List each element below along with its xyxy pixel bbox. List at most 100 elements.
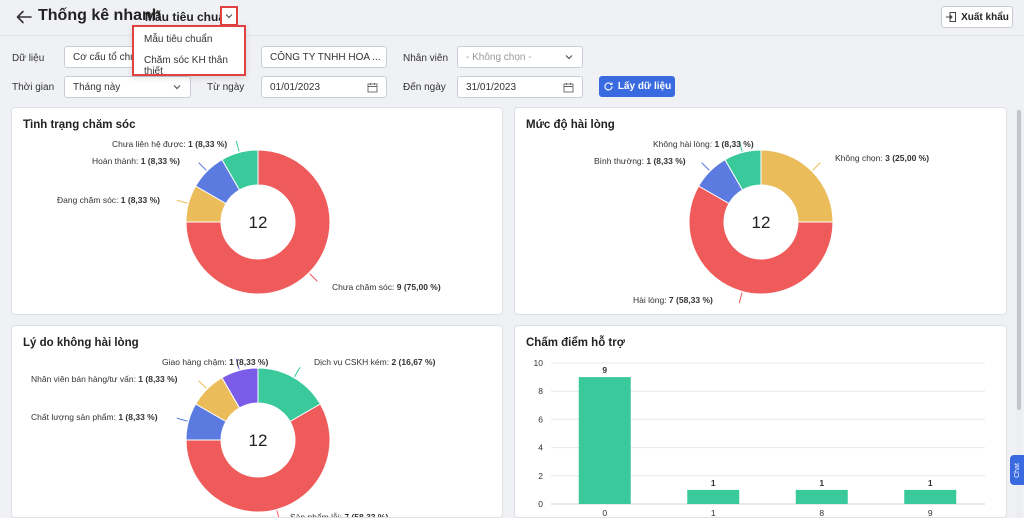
card-title: Mức độ hài lòng: [526, 119, 615, 131]
from-date-input[interactable]: 01/01/2023: [261, 76, 387, 98]
export-icon: [946, 12, 957, 22]
time-label: Thời gian: [12, 82, 55, 93]
card-title: Tình trạng chăm sóc: [23, 119, 136, 131]
slice-label: Giao hàng chậm: 1 (8,33 %): [162, 357, 268, 367]
slice-label: Hoàn thành: 1 (8,33 %): [92, 156, 180, 166]
chevron-down-icon: [225, 14, 233, 19]
slice-label: Nhân viên bán hàng/tư vấn: 1 (8,33 %): [31, 374, 178, 384]
bar[interactable]: [904, 489, 957, 504]
slice-label: Chưa liên hệ được: 1 (8,33 %): [112, 139, 227, 149]
slice-leader-line: [812, 162, 821, 171]
slice-leader-line: [294, 367, 301, 378]
page-title: Thống kê nhanh: [38, 7, 162, 24]
dissatisfaction-reason-card: Lý do không hài lòng Dịch vụ CSKH kém: 2…: [11, 325, 503, 518]
slice-leader-line: [176, 417, 188, 422]
export-button[interactable]: Xuất khẩu: [941, 6, 1013, 28]
to-date-value: 31/01/2023: [466, 81, 517, 93]
donut-hole: [221, 403, 295, 477]
company-select[interactable]: CÔNG TY TNHH HOA ...: [261, 46, 387, 68]
chat-tab[interactable]: Chat: [1010, 455, 1024, 485]
dropdown-option-standard[interactable]: Mẫu tiêu chuẩn: [144, 34, 213, 45]
slice-label: Dịch vụ CSKH kém: 2 (16,67 %): [314, 357, 436, 367]
donut-center-total: 12: [752, 213, 771, 232]
dissatisfaction-donut-chart: Dịch vụ CSKH kém: 2 (16,67 %) Sản phẩm lỗ…: [31, 357, 436, 518]
to-date-label: Đến ngày: [403, 82, 446, 93]
card-title: Chấm điểm hỗ trợ: [526, 337, 625, 349]
slice-label: Sản phẩm lỗi: 7 (58,33 %): [290, 512, 388, 518]
slice-label: Chất lượng sản phẩm: 1 (8,33 %): [31, 412, 158, 422]
x-tick-label: 9: [928, 508, 933, 518]
slice-label: Hài lòng: 7 (58,33 %): [633, 295, 713, 305]
y-tick-label: 6: [538, 414, 543, 424]
company-value: CÔNG TY TNHH HOA ...: [270, 51, 381, 63]
slice-label: Không hài lòng: 1 (8,33 %): [653, 139, 754, 149]
support-score-bar-chart: 0 2 4 6 8 10 9 0 1 1 1 8 1 9: [534, 358, 985, 518]
refresh-icon: [604, 82, 613, 91]
bar-value-label: 1: [928, 478, 933, 488]
to-date-input[interactable]: 31/01/2023: [457, 76, 583, 98]
slice-leader-line: [738, 292, 743, 304]
chevron-down-icon: [565, 55, 573, 60]
template-dropdown-menu: Mẫu tiêu chuẩn Chăm sóc KH thân thiết: [132, 25, 246, 77]
data-source-select[interactable]: Cơ cấu tổ chức: [64, 46, 136, 68]
scrollbar-thumb[interactable]: [1017, 110, 1021, 410]
donut-hole: [724, 185, 798, 259]
bar-value-label: 1: [711, 478, 716, 488]
support-score-card: Chấm điểm hỗ trợ 0 2 4 6 8 10 9 0 1 1 1 8 1 9: [514, 325, 1007, 518]
time-period-value: Tháng này: [73, 81, 121, 93]
export-button-label: Xuất khẩu: [961, 11, 1009, 23]
chevron-down-icon: [173, 85, 181, 90]
x-tick-label: 0: [602, 508, 607, 518]
bar-value-label: 9: [602, 365, 607, 375]
care-status-card: Tình trạng chăm sóc Chưa chăm sóc: 9 (75…: [11, 107, 503, 315]
y-tick-label: 10: [534, 358, 544, 368]
y-tick-label: 4: [538, 443, 543, 453]
slice-leader-line: [198, 162, 207, 171]
slice-leader-line: [198, 380, 207, 389]
y-tick-label: 8: [538, 386, 543, 396]
satisfaction-donut-chart: Không chọn: 3 (25,00 %) Hài lòng: 7 (58,3…: [594, 139, 929, 305]
slice-leader-line: [176, 199, 188, 204]
slice-label: Bình thường: 1 (8,33 %): [594, 156, 686, 166]
fetch-data-button[interactable]: Lấy dữ liệu: [599, 76, 675, 97]
bar[interactable]: [795, 489, 848, 504]
from-date-value: 01/01/2023: [270, 81, 321, 93]
y-tick-label: 2: [538, 471, 543, 481]
donut-center-total: 12: [249, 431, 268, 450]
data-label: Dữ liệu: [12, 53, 45, 64]
bar[interactable]: [578, 377, 631, 504]
template-dropdown-toggle[interactable]: [220, 6, 238, 26]
donut-center-total: 12: [249, 213, 268, 232]
satisfaction-card: Mức độ hài lòng Không chọn: 3 (25,00 %) H…: [514, 107, 1007, 315]
slice-leader-line: [309, 273, 318, 282]
slice-label: Không chọn: 3 (25,00 %): [835, 153, 929, 163]
dropdown-option-loyal-care[interactable]: Chăm sóc KH thân thiết: [144, 55, 228, 77]
from-date-label: Từ ngày: [207, 82, 245, 93]
back-arrow-icon[interactable]: [14, 7, 34, 27]
bar-value-label: 1: [819, 478, 824, 488]
employee-select[interactable]: - Không chọn -: [457, 46, 583, 68]
slice-leader-line: [276, 510, 280, 517]
slice-leader-line: [235, 140, 240, 152]
slice-leader-line: [738, 140, 743, 152]
x-tick-label: 8: [819, 508, 824, 518]
slice-label: Chưa chăm sóc: 9 (75,00 %): [332, 282, 441, 292]
employee-label: Nhân viên: [403, 53, 449, 64]
card-title: Lý do không hài lòng: [23, 337, 139, 349]
fetch-data-label: Lấy dữ liệu: [617, 81, 672, 92]
employee-placeholder: - Không chọn -: [466, 51, 532, 63]
slice-leader-line: [701, 162, 710, 171]
y-tick-label: 0: [538, 499, 543, 509]
data-source-value: Cơ cấu tổ chức: [73, 51, 136, 63]
chat-tab-label: Chat: [1013, 462, 1021, 478]
care-status-donut-chart: Chưa chăm sóc: 9 (75,00 %) Đang chăm sóc:…: [57, 139, 441, 295]
slice-label: Đang chăm sóc: 1 (8,33 %): [57, 195, 160, 205]
calendar-icon[interactable]: [563, 82, 574, 93]
slice-leader-line: [235, 358, 240, 370]
time-period-select[interactable]: Tháng này: [64, 76, 191, 98]
bar[interactable]: [687, 489, 740, 504]
donut-hole: [221, 185, 295, 259]
x-tick-label: 1: [711, 508, 716, 518]
template-selector-label[interactable]: Mẫu tiêu chuẩn: [145, 10, 233, 24]
calendar-icon[interactable]: [367, 82, 378, 93]
